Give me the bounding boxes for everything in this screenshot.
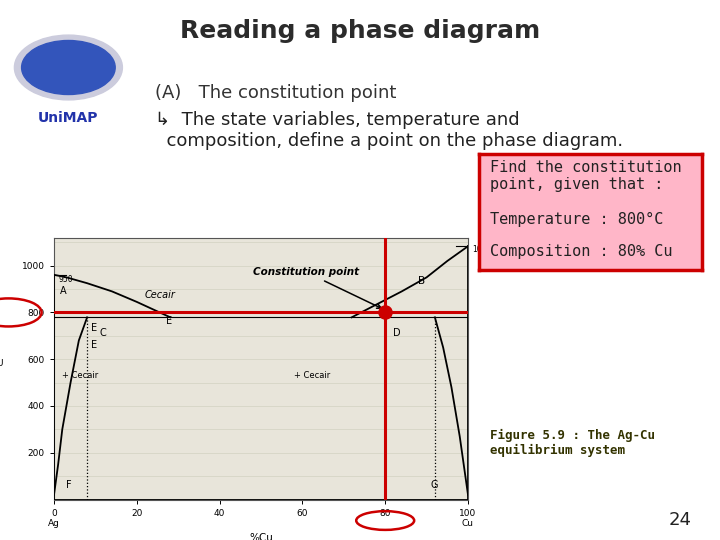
Text: Cecair: Cecair [145, 291, 176, 300]
Text: E: E [91, 340, 97, 349]
Text: + Cecair: + Cecair [63, 371, 99, 380]
Text: E: E [91, 323, 97, 333]
Ellipse shape [14, 35, 122, 100]
Text: G: G [431, 480, 438, 490]
Text: F: F [66, 480, 72, 490]
Text: C: C [99, 328, 107, 338]
Text: Temperature : 800°C: Temperature : 800°C [490, 212, 663, 227]
Text: Reading a phase diagram: Reading a phase diagram [180, 19, 540, 43]
Text: A: A [60, 286, 67, 296]
Text: Find the constitution
point, given that :: Find the constitution point, given that … [490, 160, 682, 192]
Text: (A)   The constitution point: (A) The constitution point [155, 84, 396, 102]
Ellipse shape [22, 40, 115, 94]
Text: + Cecair: + Cecair [294, 371, 330, 380]
Point [379, 308, 391, 317]
Text: Figure 5.9 : The Ag-Cu
equilibrium system: Figure 5.9 : The Ag-Cu equilibrium syste… [490, 429, 654, 457]
Text: 24: 24 [668, 511, 691, 529]
Text: B: B [418, 276, 426, 286]
Text: ↳  The state variables, temperature and: ↳ The state variables, temperature and [155, 111, 519, 129]
Text: D: D [393, 328, 401, 338]
Text: 950: 950 [58, 275, 73, 284]
Y-axis label: SUHU
(°C): SUHU (°C) [0, 359, 4, 378]
Text: Constitution point: Constitution point [253, 267, 381, 308]
Text: 1083: 1083 [472, 245, 491, 254]
Text: E: E [166, 316, 172, 326]
Text: Composition : 80% Cu: Composition : 80% Cu [490, 245, 672, 259]
Text: UniMAP: UniMAP [38, 111, 99, 125]
Text: composition, define a point on the phase diagram.: composition, define a point on the phase… [155, 132, 623, 150]
X-axis label: %Cu: %Cu [249, 534, 273, 540]
